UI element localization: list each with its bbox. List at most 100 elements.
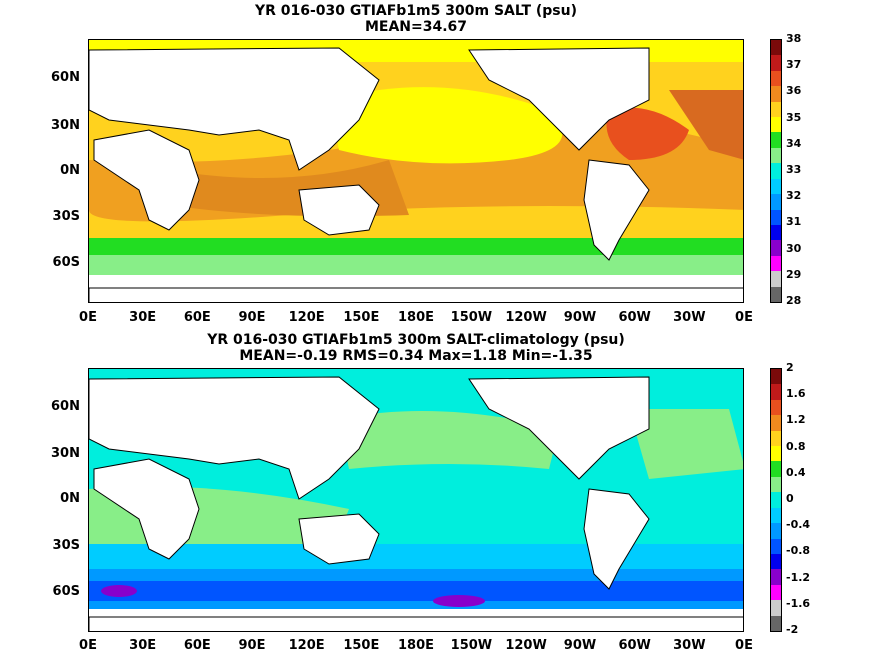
lat-label: 30S [52, 538, 80, 553]
lat-label: 0N [60, 163, 80, 178]
lon-label: 90E [238, 310, 266, 325]
colorbar-swatch [771, 600, 781, 617]
antarctica [89, 287, 743, 302]
colorbar-swatch [771, 117, 781, 133]
colorbar-swatch [771, 194, 781, 211]
colorbar-swatch [771, 132, 781, 149]
lat-label: 30N [51, 446, 80, 461]
africa [93, 129, 200, 231]
colorbar-swatch [771, 446, 781, 462]
colorbar-swatch [771, 255, 781, 272]
lon-label: 150E [343, 310, 380, 325]
colorbar-swatch [771, 523, 781, 540]
lat-label: 60S [52, 255, 80, 270]
colorbar-swatch [771, 415, 781, 432]
colorbar-swatch [771, 384, 781, 401]
colorbar-swatch [771, 147, 781, 164]
panel2-title: YR 016-030 GTIAFb1m5 300m SALT-climatolo… [207, 332, 625, 348]
lon-label: 30W [673, 310, 706, 325]
salinity-anomaly-map [88, 368, 744, 632]
colorbar-label: 31 [786, 215, 802, 229]
panel2-colorbar [770, 368, 782, 632]
colorbar-label: 32 [786, 189, 802, 203]
colorbar-swatch [771, 584, 781, 601]
lon-label: 0E [79, 310, 97, 325]
lat-label: 60N [51, 399, 80, 414]
colorbar-swatch [771, 271, 781, 288]
colorbar-swatch [771, 240, 781, 257]
colorbar-swatch [771, 224, 781, 241]
lat-label: 60N [51, 70, 80, 85]
colorbar-label: 1.6 [786, 387, 806, 401]
colorbar-label: 34 [786, 136, 802, 150]
colorbar-swatch [771, 553, 781, 570]
colorbar-swatch [771, 476, 781, 493]
colorbar-swatch [771, 507, 781, 524]
north-america [468, 47, 650, 151]
colorbar-swatch [771, 163, 781, 180]
colorbar-label: 0 [786, 492, 794, 505]
colorbar-swatch [771, 492, 781, 509]
colorbar-label: 0.4 [786, 465, 806, 479]
panel2-subtitle: MEAN=-0.19 RMS=0.34 Max=1.18 Min=-1.35 [239, 348, 593, 364]
lon-label: 90E [238, 638, 266, 653]
colorbar-swatch [771, 399, 781, 416]
colorbar-label: 36 [786, 84, 802, 98]
colorbar-swatch [771, 286, 781, 303]
colorbar-label: -0.4 [786, 518, 811, 532]
panel1-colorbar [770, 39, 782, 303]
lon-label: 30E [129, 310, 157, 325]
colorbar-swatch [771, 209, 781, 226]
lon-label: 120E [288, 310, 325, 325]
colorbar-swatch [771, 101, 781, 118]
lon-label: 120W [505, 310, 547, 325]
lat-label: 0N [60, 491, 80, 506]
lon-label: 0E [79, 638, 97, 653]
lon-label: 180E [397, 638, 435, 653]
lon-label: 30W [673, 638, 706, 653]
lon-label: 120E [288, 638, 325, 653]
colorbar-swatch [771, 430, 781, 447]
lon-label: 30E [129, 638, 157, 653]
lon-label: 60E [183, 310, 211, 325]
australia [298, 184, 380, 236]
colorbar-label: 38 [786, 32, 802, 45]
south-america [583, 159, 650, 261]
lon-label: 120W [505, 638, 547, 653]
colorbar-swatch [771, 538, 781, 555]
lon-label: 150E [343, 638, 380, 653]
lat-label: 30S [52, 209, 80, 224]
lon-label: 60E [183, 638, 211, 653]
lon-label: 0E [735, 638, 753, 653]
lat-label: 60S [52, 584, 80, 599]
lon-label: 60W [618, 310, 651, 325]
lon-label: 90W [563, 310, 597, 325]
lon-label: 60W [618, 638, 651, 653]
colorbar-label: 29 [786, 267, 802, 281]
colorbar-swatch [771, 461, 781, 478]
colorbar-swatch [771, 40, 781, 56]
colorbar-label: 2 [786, 361, 794, 374]
colorbar-label: 35 [786, 110, 802, 124]
lon-label: 180E [397, 310, 435, 325]
colorbar-label: -1.6 [786, 596, 811, 610]
colorbar-label: -1.2 [786, 570, 811, 584]
lon-label: 0E [735, 310, 753, 325]
colorbar-swatch [771, 86, 781, 103]
colorbar-swatch [771, 615, 781, 632]
colorbar-label: 37 [786, 58, 802, 72]
colorbar-swatch [771, 55, 781, 72]
colorbar-swatch [771, 70, 781, 87]
panel1-title: YR 016-030 GTIAFb1m5 300m SALT (psu) [254, 3, 578, 19]
colorbar-swatch [771, 178, 781, 195]
salinity-map [88, 39, 744, 303]
colorbar-swatch [771, 369, 781, 385]
lon-label: 90W [563, 638, 597, 653]
colorbar-label: 28 [786, 294, 802, 307]
lat-label: 30N [51, 118, 80, 133]
lon-label: 150W [450, 310, 493, 325]
colorbar-label: -2 [786, 623, 799, 636]
colorbar-label: 30 [786, 241, 802, 255]
colorbar-label: 0.8 [786, 439, 806, 453]
colorbar-label: -0.8 [786, 544, 811, 558]
